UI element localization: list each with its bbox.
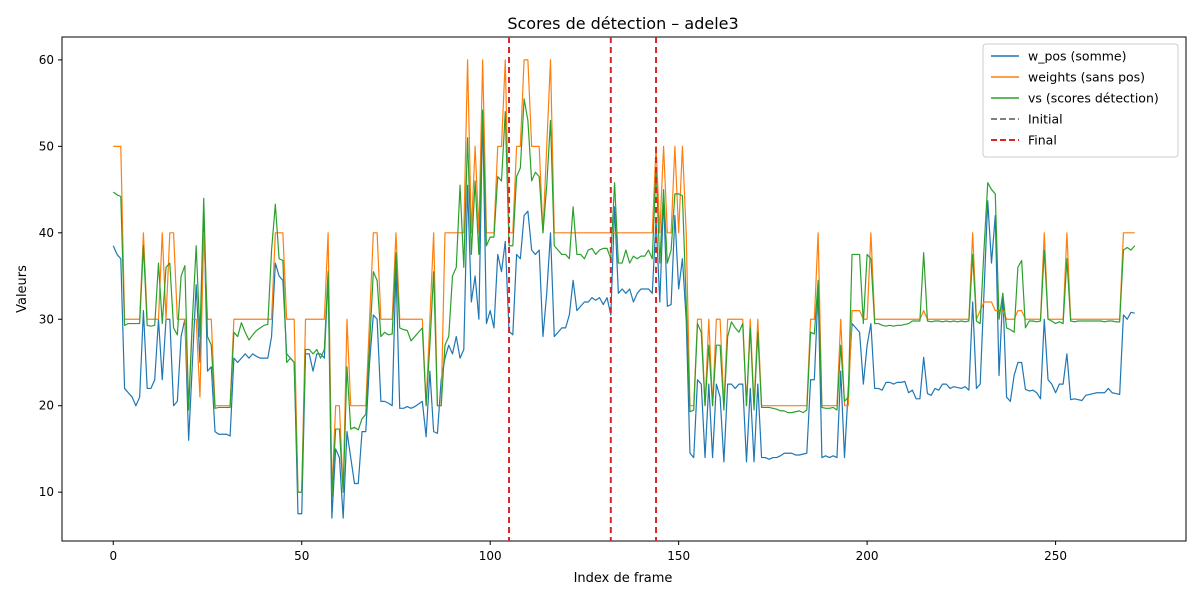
y-tick-label: 60 [39,53,54,67]
y-tick-label: 50 [39,139,54,153]
chart-title: Scores de détection – adele3 [507,14,738,33]
series-line-weights-sans-pos [113,59,1135,493]
x-tick-label: 200 [856,549,879,563]
y-axis-ticks: 10 20 30 40 50 60 [39,53,62,499]
legend-label-weights-sans-pos: weights (sans pos) [1028,70,1145,85]
legend-frame [982,43,1179,158]
series-line-vs-scores-d-tection [112,98,1136,498]
y-axis-label: Valeurs [15,265,30,313]
legend-label-initial: Initial [1028,112,1063,127]
y-tick-label: 20 [39,399,54,413]
series-line-w-pos-somme [112,111,1135,519]
x-tick-label: 0 [109,549,117,563]
x-axis-label: Index de frame [574,571,673,586]
x-tick-label: 100 [479,549,502,563]
legend-label-final: Final [1028,133,1057,148]
plot-area [61,36,1187,542]
y-tick-label: 30 [39,312,54,326]
x-tick-label: 50 [294,549,309,563]
legend: w_pos (somme) weights (sans pos) vs (score… [982,43,1179,158]
y-tick-label: 10 [39,485,54,499]
x-axis-ticks: 0 50 100 150 200 250 [109,541,1067,563]
x-tick-label: 150 [667,549,690,563]
x-tick-label: 250 [1044,549,1067,563]
legend-label-w-pos-somme: w_pos (somme) [1028,49,1127,64]
series-layer [112,59,1136,519]
y-tick-label: 40 [39,226,54,240]
legend-label-vs-scores-d-tection: vs (scores détection) [1028,91,1159,106]
vertical-lines [508,37,658,541]
